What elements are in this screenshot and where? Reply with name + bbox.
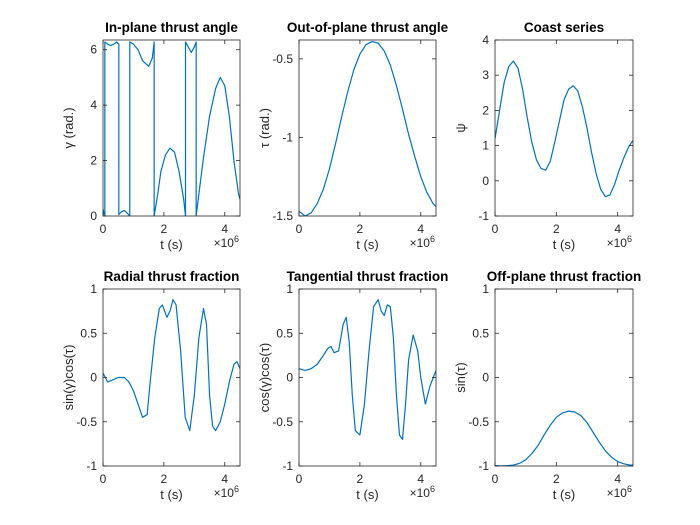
x-tick-label: 0 xyxy=(492,222,499,236)
x-tick-label: 2 xyxy=(553,222,560,236)
subplot-title: Coast series xyxy=(524,20,604,35)
x-tick-label: 4 xyxy=(614,222,621,236)
y-tick-label: 0.5 xyxy=(472,326,489,340)
y-tick-label: 0 xyxy=(482,371,489,385)
subplot-title: Off-plane thrust fraction xyxy=(487,269,642,284)
y-tick-label: 1 xyxy=(482,139,489,153)
x-tick-label: 4 xyxy=(221,222,228,236)
axes-box xyxy=(298,288,437,467)
y-tick-label: -0.5 xyxy=(76,415,97,429)
subplot-4: 0 2 4 -1 -0.5 0 0.5 1 Radial thrust fraction t (s… xyxy=(61,269,241,502)
series-line-5-1 xyxy=(299,299,436,441)
x-tick-label: 4 xyxy=(221,472,228,486)
y-axis-label: cos(γ)cos(τ) xyxy=(257,343,272,412)
x-tick-label: 0 xyxy=(100,222,107,236)
y-axis-label: sin(τ) xyxy=(453,362,468,392)
y-tick-label: 3 xyxy=(482,68,489,82)
x-exponent-label: ×106 xyxy=(607,484,632,500)
y-tick-label: 0 xyxy=(286,371,293,385)
x-axis-label: t (s) xyxy=(160,237,182,252)
y-tick-label: -1 xyxy=(282,130,293,144)
y-tick-label: -1 xyxy=(478,459,489,473)
subplot-1: 0 2 4 0 2 4 6 In-plane thrust angle t (s) ×106 γ (… xyxy=(61,20,241,252)
subplot-title: Out-of-plane thrust angle xyxy=(287,20,449,35)
series-line-1-1 xyxy=(103,41,240,216)
axes-box xyxy=(102,39,241,217)
y-tick-label: 6 xyxy=(90,43,97,57)
axes-box xyxy=(298,39,437,217)
axes-box xyxy=(494,39,634,217)
x-tick-label: 2 xyxy=(553,472,560,486)
y-axis-label: τ (rad.) xyxy=(257,108,272,148)
y-tick-label: -1 xyxy=(282,459,293,473)
series-line-6-1 xyxy=(495,410,633,466)
y-tick-label: -1.5 xyxy=(272,209,293,223)
x-tick-label: 0 xyxy=(492,472,499,486)
axes-box xyxy=(494,288,634,467)
y-tick-label: 0 xyxy=(90,209,97,223)
x-tick-label: 2 xyxy=(161,222,168,236)
x-exponent-label: ×106 xyxy=(410,484,435,500)
y-axis-label: ψ xyxy=(453,123,468,132)
y-axis-label: sin(γ)cos(τ) xyxy=(61,345,76,411)
x-tick-label: 2 xyxy=(357,472,364,486)
x-exponent-label: ×106 xyxy=(607,234,632,250)
y-tick-label: -0.5 xyxy=(272,52,293,66)
y-tick-label: 2 xyxy=(90,154,97,168)
y-tick-label: -1 xyxy=(478,209,489,223)
x-axis-label: t (s) xyxy=(356,487,378,502)
x-axis-label: t (s) xyxy=(553,487,575,502)
x-tick-label: 4 xyxy=(417,222,424,236)
x-exponent-label: ×106 xyxy=(214,484,239,500)
series-line-3-1 xyxy=(495,60,633,198)
series-line-2-1 xyxy=(299,40,436,216)
x-tick-label: 4 xyxy=(614,472,621,486)
y-tick-label: 0 xyxy=(90,371,97,385)
x-exponent-label: ×106 xyxy=(410,234,435,250)
y-tick-label: 0.5 xyxy=(80,326,97,340)
y-tick-label: 0.5 xyxy=(276,326,293,340)
x-tick-label: 0 xyxy=(296,222,303,236)
x-tick-label: 0 xyxy=(296,472,303,486)
y-tick-label: 1 xyxy=(90,282,97,296)
subplot-title: Radial thrust fraction xyxy=(104,269,240,284)
x-tick-label: 2 xyxy=(357,222,364,236)
x-axis-label: t (s) xyxy=(553,237,575,252)
subplot-title: In-plane thrust angle xyxy=(105,20,238,35)
y-tick-label: -0.5 xyxy=(468,415,489,429)
subplot-title: Tangential thrust fraction xyxy=(287,269,449,284)
y-tick-label: 4 xyxy=(482,33,489,47)
x-axis-label: t (s) xyxy=(356,237,378,252)
y-tick-label: 1 xyxy=(286,282,293,296)
y-tick-label: 2 xyxy=(482,103,489,117)
x-exponent-label: ×106 xyxy=(214,234,239,250)
x-tick-label: 4 xyxy=(417,472,424,486)
x-tick-label: 0 xyxy=(100,472,107,486)
y-tick-label: 0 xyxy=(482,174,489,188)
y-axis-label: γ (rad.) xyxy=(61,107,76,148)
y-tick-label: -1 xyxy=(86,459,97,473)
y-tick-label: 4 xyxy=(90,98,97,112)
y-tick-label: 1 xyxy=(482,282,489,296)
x-axis-label: t (s) xyxy=(160,487,182,502)
x-tick-label: 2 xyxy=(161,472,168,486)
y-tick-label: -0.5 xyxy=(272,415,293,429)
series-line-4-1 xyxy=(103,299,240,432)
subplot-2: 0 2 4 -1.5 -1 -0.5 Out-of-plane thrust angle t … xyxy=(257,20,449,252)
